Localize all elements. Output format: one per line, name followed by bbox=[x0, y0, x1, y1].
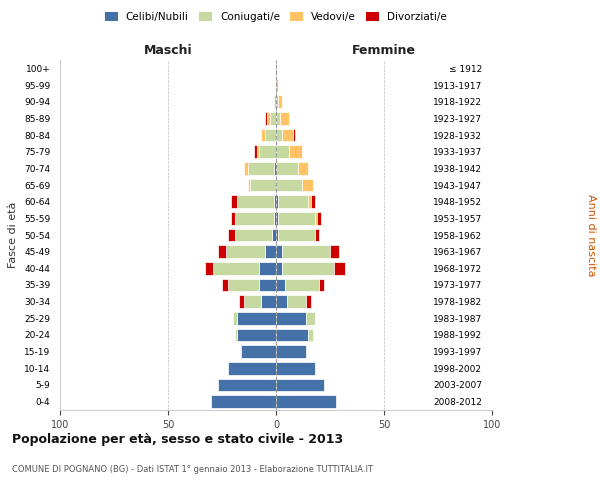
Bar bbox=[315, 212, 317, 224]
Bar bbox=[278, 96, 283, 108]
Bar bbox=[276, 329, 308, 341]
Bar bbox=[334, 262, 345, 274]
Bar bbox=[274, 196, 276, 208]
Bar bbox=[235, 212, 274, 224]
Bar bbox=[250, 179, 276, 192]
Bar bbox=[280, 112, 289, 124]
Bar bbox=[298, 162, 308, 174]
Bar bbox=[222, 279, 229, 291]
Bar bbox=[276, 262, 283, 274]
Bar bbox=[284, 279, 319, 291]
Bar bbox=[235, 229, 272, 241]
Bar bbox=[259, 279, 276, 291]
Bar bbox=[205, 262, 214, 274]
Text: Anni di nascita: Anni di nascita bbox=[586, 194, 596, 276]
Bar bbox=[276, 196, 278, 208]
Bar bbox=[293, 129, 295, 141]
Bar bbox=[237, 329, 276, 341]
Bar bbox=[276, 146, 289, 158]
Bar bbox=[265, 246, 276, 258]
Text: Femmine: Femmine bbox=[352, 44, 416, 57]
Bar bbox=[235, 329, 237, 341]
Bar bbox=[276, 346, 306, 358]
Bar bbox=[244, 162, 248, 174]
Bar bbox=[214, 262, 259, 274]
Bar bbox=[283, 129, 293, 141]
Bar bbox=[257, 146, 259, 158]
Bar bbox=[254, 146, 257, 158]
Bar bbox=[261, 129, 265, 141]
Bar bbox=[311, 196, 315, 208]
Bar bbox=[230, 212, 235, 224]
Text: COMUNE DI POGNANO (BG) - Dati ISTAT 1° gennaio 2013 - Elaborazione TUTTITALIA.IT: COMUNE DI POGNANO (BG) - Dati ISTAT 1° g… bbox=[12, 466, 373, 474]
Bar bbox=[248, 162, 274, 174]
Bar bbox=[229, 229, 235, 241]
Bar bbox=[274, 162, 276, 174]
Bar bbox=[330, 246, 338, 258]
Bar bbox=[276, 279, 284, 291]
Bar bbox=[244, 296, 261, 308]
Bar bbox=[276, 362, 315, 374]
Bar bbox=[276, 229, 278, 241]
Bar bbox=[306, 312, 315, 324]
Bar bbox=[218, 246, 226, 258]
Text: Maschi: Maschi bbox=[143, 44, 193, 57]
Bar bbox=[319, 279, 323, 291]
Bar bbox=[287, 296, 306, 308]
Bar bbox=[308, 329, 313, 341]
Bar bbox=[283, 262, 334, 274]
Bar bbox=[276, 296, 287, 308]
Bar bbox=[241, 346, 276, 358]
Bar bbox=[276, 396, 337, 408]
Bar bbox=[302, 179, 313, 192]
Bar bbox=[278, 212, 315, 224]
Y-axis label: Fasce di età: Fasce di età bbox=[8, 202, 19, 268]
Bar bbox=[289, 146, 302, 158]
Bar bbox=[283, 246, 330, 258]
Bar bbox=[276, 312, 306, 324]
Bar bbox=[278, 196, 308, 208]
Bar bbox=[233, 312, 237, 324]
Bar bbox=[274, 96, 276, 108]
Bar bbox=[237, 312, 276, 324]
Bar bbox=[265, 129, 276, 141]
Bar bbox=[276, 179, 302, 192]
Bar bbox=[248, 179, 250, 192]
Bar bbox=[308, 196, 311, 208]
Bar bbox=[276, 162, 298, 174]
Bar bbox=[276, 212, 278, 224]
Bar bbox=[276, 79, 278, 92]
Bar bbox=[218, 379, 276, 391]
Bar bbox=[211, 396, 276, 408]
Bar bbox=[261, 296, 276, 308]
Bar bbox=[276, 96, 278, 108]
Bar bbox=[268, 112, 269, 124]
Bar bbox=[226, 246, 265, 258]
Bar bbox=[276, 129, 283, 141]
Bar bbox=[229, 362, 276, 374]
Bar bbox=[237, 196, 274, 208]
Bar bbox=[229, 279, 259, 291]
Bar bbox=[272, 229, 276, 241]
Bar bbox=[315, 229, 319, 241]
Bar bbox=[276, 246, 283, 258]
Bar bbox=[269, 112, 276, 124]
Bar bbox=[274, 212, 276, 224]
Bar bbox=[239, 296, 244, 308]
Bar bbox=[230, 196, 237, 208]
Bar bbox=[259, 146, 276, 158]
Bar bbox=[278, 229, 315, 241]
Bar bbox=[276, 112, 280, 124]
Bar bbox=[276, 379, 323, 391]
Bar bbox=[317, 212, 322, 224]
Text: Popolazione per età, sesso e stato civile - 2013: Popolazione per età, sesso e stato civil… bbox=[12, 432, 343, 446]
Bar bbox=[259, 262, 276, 274]
Bar bbox=[306, 296, 311, 308]
Bar bbox=[265, 112, 268, 124]
Legend: Celibi/Nubili, Coniugati/e, Vedovi/e, Divorziati/e: Celibi/Nubili, Coniugati/e, Vedovi/e, Di… bbox=[101, 8, 451, 26]
